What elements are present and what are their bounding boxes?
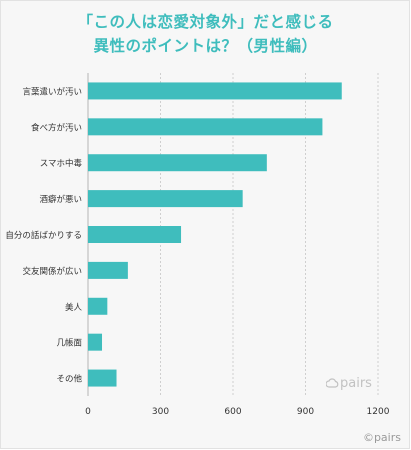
x-tick-label: 900 [297, 407, 314, 417]
category-label: スマホ中毒 [40, 158, 83, 169]
pairs-watermark: pairs [340, 376, 372, 391]
bar-7 [88, 297, 108, 315]
bar-4 [88, 190, 243, 208]
chart-title-line2: 異性のポイントは？（男性編） [93, 37, 318, 55]
x-tick-label: 300 [152, 407, 169, 417]
bar-3 [88, 154, 267, 172]
pairs-logo-icon [326, 378, 339, 388]
category-label: 交友関係が広い [22, 266, 82, 277]
bar-9 [88, 369, 117, 387]
category-label: 食べ方が汚い [31, 122, 82, 133]
copyright-credit: ©pairs [362, 431, 401, 444]
category-label: 自分の話ばかりする [5, 230, 82, 241]
bar-6 [88, 261, 128, 279]
bar-5 [88, 226, 182, 243]
bar-1 [88, 82, 342, 100]
category-label: その他 [56, 374, 82, 385]
category-label: 言葉遣いが汚い [22, 86, 82, 97]
chart-title-line1: 「この人は恋愛対象外」だと感じる [77, 13, 334, 31]
category-label: 几帳面 [56, 338, 82, 349]
bar-8 [88, 333, 103, 351]
category-label: 美人 [65, 302, 83, 313]
x-tick-label: 0 [85, 407, 91, 417]
bar-2 [88, 118, 323, 136]
category-label: 酒癖が悪い [39, 194, 82, 205]
x-tick-label: 1200 [367, 407, 390, 417]
x-tick-label: 600 [224, 407, 241, 417]
